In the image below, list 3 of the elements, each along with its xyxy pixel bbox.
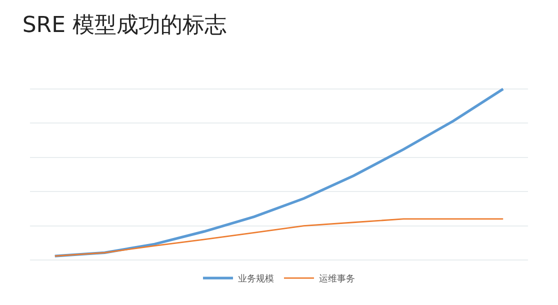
legend-label: 运维事务: [319, 274, 355, 285]
legend-label: 业务规模: [238, 274, 274, 285]
chart-title: SRE 模型成功的标志: [22, 13, 226, 38]
